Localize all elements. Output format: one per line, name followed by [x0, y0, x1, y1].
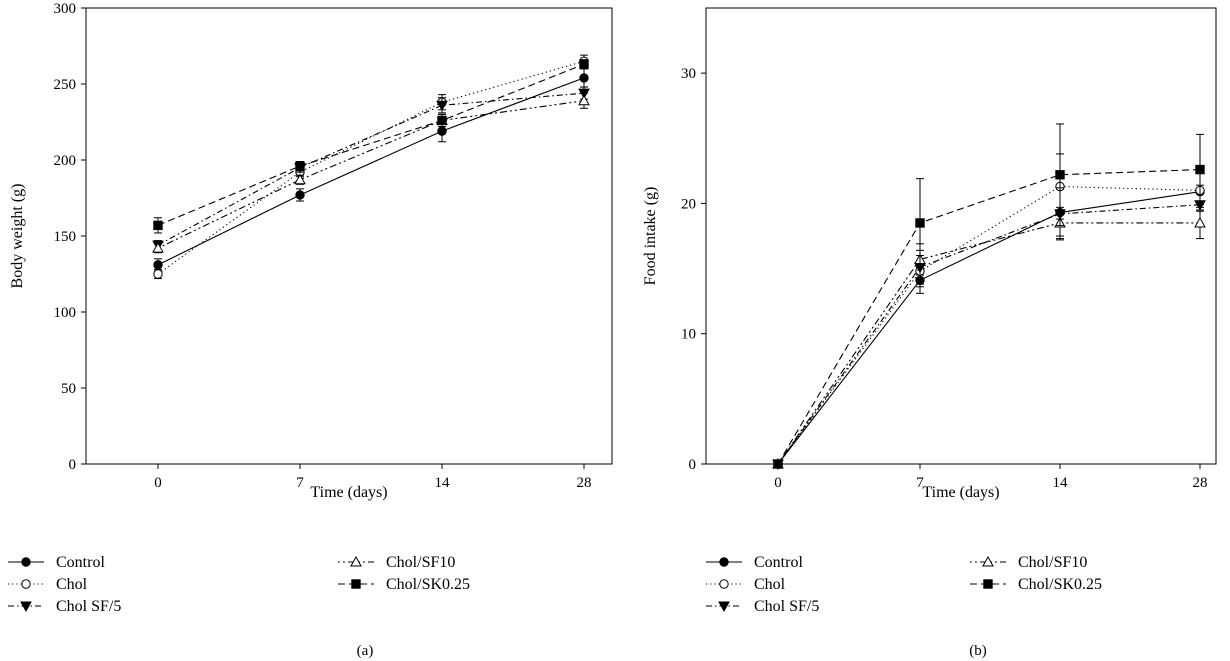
- legend-marker: [20, 601, 32, 613]
- series-line: [157, 100, 585, 249]
- legend-item: Chol/SK0.25: [338, 576, 470, 593]
- x-tick-label: 7: [296, 475, 304, 491]
- legend-label: Control: [754, 554, 803, 571]
- y-tick-label: 150: [54, 229, 77, 245]
- series-line: [777, 222, 1200, 465]
- series-line: [777, 191, 1201, 465]
- x-tick-label: 0: [774, 475, 782, 491]
- y-tick-label: 250: [54, 77, 77, 93]
- data-point: [1055, 170, 1065, 180]
- data-point: [437, 126, 447, 136]
- legend-marker: [982, 555, 994, 567]
- x-axis-title: Time (days): [310, 484, 387, 501]
- series-line: [157, 77, 585, 266]
- y-tick-label: 0: [689, 457, 697, 473]
- legend-marker: [351, 579, 361, 589]
- data-point: [436, 100, 448, 112]
- x-axis-title: Time (days): [922, 484, 999, 501]
- data-point: [1195, 164, 1205, 175]
- data-point: [153, 220, 163, 231]
- series-control: [773, 171, 1205, 469]
- legend-item: Control: [8, 554, 105, 571]
- x-tick-label: 28: [577, 475, 592, 491]
- legend-label: Chol SF/5: [754, 598, 819, 615]
- legend-marker: [350, 555, 362, 567]
- data-point: [152, 242, 164, 253]
- series-line: [777, 185, 1201, 465]
- y-tick-label: 0: [69, 457, 77, 473]
- x-tick-label: 28: [1193, 475, 1208, 491]
- data-point: [1194, 216, 1206, 228]
- legend-item: Chol SF/5: [706, 598, 819, 615]
- series-chol-sf-5: [152, 86, 590, 252]
- data-point: [295, 161, 305, 171]
- series-chol-sk0-25: [773, 123, 1205, 469]
- y-tick-label: 20: [681, 196, 696, 212]
- data-point: [579, 59, 589, 69]
- series-chol-sk0-25: [153, 59, 589, 234]
- series-line: [157, 60, 585, 275]
- chart-panel-b: 0 10 20 30 0 7 14 28 Time (days) Food intake (g) C…: [642, 7, 1217, 659]
- legend-marker: [21, 557, 31, 567]
- data-point: [295, 190, 305, 200]
- data-point: [437, 115, 447, 126]
- y-tick-label: 30: [681, 66, 696, 82]
- legend-marker: [719, 579, 729, 589]
- legend-item: Chol/SK0.25: [970, 576, 1102, 593]
- legend: Control Chol Chol SF/5 Chol/SF10 Chol/SK0.25: [706, 554, 1102, 615]
- panel-label: (a): [357, 643, 374, 659]
- legend-item: Chol/SF10: [338, 554, 455, 571]
- x-tick-label: 14: [435, 475, 451, 491]
- y-tick-label: 100: [54, 305, 77, 321]
- y-tick-label: 50: [61, 381, 76, 397]
- series-line: [777, 169, 1201, 465]
- legend-marker: [719, 557, 729, 567]
- x-tick-label: 0: [154, 475, 162, 491]
- legend-item: Chol: [8, 576, 88, 593]
- y-tick-label: 10: [681, 327, 696, 343]
- series-chol-sf10: [152, 92, 590, 254]
- series-line: [777, 204, 1201, 465]
- legend-item: Chol: [706, 576, 786, 593]
- plot-frame: [85, 7, 613, 465]
- data-point: [915, 218, 925, 228]
- y-axis-title: Food intake (g): [642, 187, 659, 286]
- legend-label: Control: [56, 554, 105, 571]
- series-chol-sf-5: [772, 184, 1206, 471]
- series-line: [157, 63, 585, 226]
- chart-panel-a: 0 50 100 150 200 250 300 0 7 14 28 Time (days) Body …: [8, 1, 613, 659]
- legend-item: Control: [706, 554, 803, 571]
- y-tick-label: 300: [54, 1, 77, 17]
- legend-item: Chol/SF10: [970, 554, 1087, 571]
- data-point: [294, 173, 306, 185]
- legend-label: Chol SF/5: [56, 598, 121, 615]
- data-point: [578, 94, 590, 106]
- plot-frame: [705, 7, 1217, 465]
- data-point: [579, 73, 589, 83]
- data-point: [773, 459, 783, 469]
- panel-label: (b): [969, 643, 987, 659]
- x-tick-label: 7: [916, 475, 924, 491]
- data-point: [153, 260, 163, 270]
- series-line: [157, 92, 585, 246]
- legend-label: Chol/SK0.25: [386, 576, 470, 593]
- legend-label: Chol/SK0.25: [1018, 576, 1102, 593]
- legend-marker: [718, 601, 730, 613]
- legend-label: Chol: [754, 576, 786, 593]
- legend-label: Chol/SF10: [386, 554, 455, 571]
- y-tick-label: 200: [54, 153, 77, 169]
- legend-marker: [21, 579, 31, 589]
- legend: Control Chol Chol SF/5 Chol/SF10 Chol/SK0.25: [8, 554, 470, 615]
- legend-item: Chol SF/5: [8, 598, 121, 615]
- y-axis-title: Body weight (g): [9, 184, 26, 289]
- legend-label: Chol/SF10: [1018, 554, 1087, 571]
- legend-label: Chol: [56, 576, 88, 593]
- legend-marker: [983, 579, 993, 589]
- series-control: [153, 68, 589, 272]
- x-tick-label: 14: [1053, 475, 1069, 491]
- data-point: [153, 269, 163, 279]
